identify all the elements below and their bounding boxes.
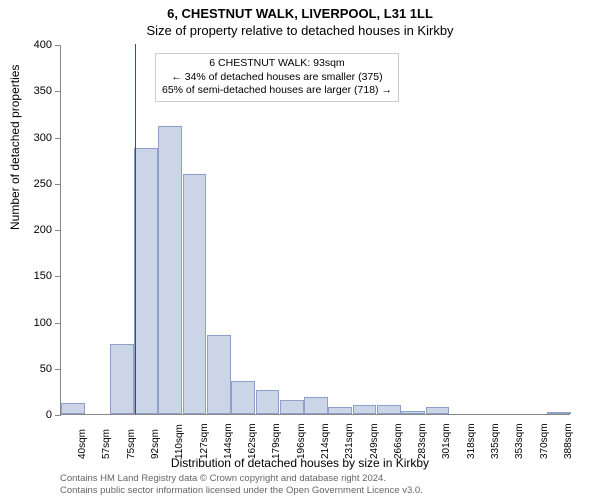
x-tick-label: 127sqm bbox=[199, 423, 210, 459]
y-tick-label: 200 bbox=[34, 224, 52, 236]
x-tick-label: 231sqm bbox=[344, 423, 355, 459]
y-tick-label: 100 bbox=[34, 317, 52, 329]
chart-plot-area: 40sqm57sqm75sqm92sqm110sqm127sqm144sqm16… bbox=[60, 45, 570, 415]
x-tick-label: 179sqm bbox=[271, 423, 282, 459]
annotation-box: 6 CHESTNUT WALK: 93sqm← 34% of detached … bbox=[155, 53, 399, 102]
histogram-bar bbox=[256, 390, 280, 414]
copyright-line2: Contains public sector information licen… bbox=[60, 485, 423, 496]
x-tick-label: 266sqm bbox=[393, 423, 404, 459]
y-tick bbox=[55, 230, 61, 231]
histogram-bar bbox=[401, 411, 425, 414]
x-tick-label: 283sqm bbox=[417, 423, 428, 459]
y-tick-label: 250 bbox=[34, 178, 52, 190]
x-tick-label: 318sqm bbox=[466, 423, 477, 459]
histogram-bar bbox=[280, 400, 304, 414]
x-tick-label: 162sqm bbox=[247, 423, 258, 459]
histogram-bar bbox=[304, 397, 328, 414]
y-tick bbox=[55, 369, 61, 370]
y-tick bbox=[55, 45, 61, 46]
x-tick-label: 353sqm bbox=[514, 423, 525, 459]
x-tick-label: 335sqm bbox=[490, 423, 501, 459]
y-tick-label: 400 bbox=[34, 39, 52, 51]
histogram-bar bbox=[547, 412, 571, 414]
histogram-bar bbox=[231, 381, 255, 414]
annotation-line: 6 CHESTNUT WALK: 93sqm bbox=[162, 57, 392, 71]
y-tick bbox=[55, 138, 61, 139]
x-tick-label: 57sqm bbox=[101, 429, 112, 459]
x-tick-label: 40sqm bbox=[77, 429, 88, 459]
y-tick-label: 50 bbox=[40, 363, 52, 375]
histogram-bar bbox=[328, 407, 352, 414]
y-tick bbox=[55, 276, 61, 277]
x-tick-label: 196sqm bbox=[296, 423, 307, 459]
x-tick-label: 110sqm bbox=[174, 424, 185, 459]
histogram-bar bbox=[61, 403, 85, 414]
y-axis-label: Number of detached properties bbox=[8, 65, 22, 230]
histogram-bar bbox=[426, 407, 450, 414]
reference-line bbox=[135, 44, 136, 414]
copyright-line1: Contains HM Land Registry data © Crown c… bbox=[60, 473, 423, 484]
x-tick-label: 249sqm bbox=[369, 423, 380, 459]
y-tick-label: 0 bbox=[46, 409, 52, 421]
x-tick-label: 75sqm bbox=[126, 429, 137, 459]
annotation-line: ← 34% of detached houses are smaller (37… bbox=[162, 71, 392, 85]
y-tick-label: 350 bbox=[34, 85, 52, 97]
y-tick bbox=[55, 323, 61, 324]
x-tick-label: 301sqm bbox=[441, 423, 452, 459]
y-tick bbox=[55, 91, 61, 92]
x-tick-label: 92sqm bbox=[150, 429, 161, 459]
x-tick-label: 370sqm bbox=[539, 423, 550, 459]
histogram-bar bbox=[207, 335, 231, 414]
x-tick-label: 214sqm bbox=[320, 423, 331, 459]
page-title-address: 6, CHESTNUT WALK, LIVERPOOL, L31 1LL bbox=[0, 0, 600, 21]
histogram-bar bbox=[134, 148, 158, 414]
x-tick-label: 388sqm bbox=[563, 423, 574, 459]
y-tick bbox=[55, 415, 61, 416]
copyright-notice: Contains HM Land Registry data © Crown c… bbox=[60, 473, 423, 496]
x-axis-label: Distribution of detached houses by size … bbox=[0, 456, 600, 470]
x-tick-label: 144sqm bbox=[223, 423, 234, 459]
y-tick-label: 300 bbox=[34, 132, 52, 144]
chart-subtitle: Size of property relative to detached ho… bbox=[0, 21, 600, 38]
histogram-bar bbox=[110, 344, 134, 414]
histogram-bar bbox=[377, 405, 401, 414]
histogram-bar bbox=[158, 126, 182, 414]
y-tick-label: 150 bbox=[34, 270, 52, 282]
histogram-bar bbox=[183, 174, 207, 415]
histogram-bar bbox=[353, 405, 377, 414]
annotation-line: 65% of semi-detached houses are larger (… bbox=[162, 84, 392, 98]
y-tick bbox=[55, 184, 61, 185]
